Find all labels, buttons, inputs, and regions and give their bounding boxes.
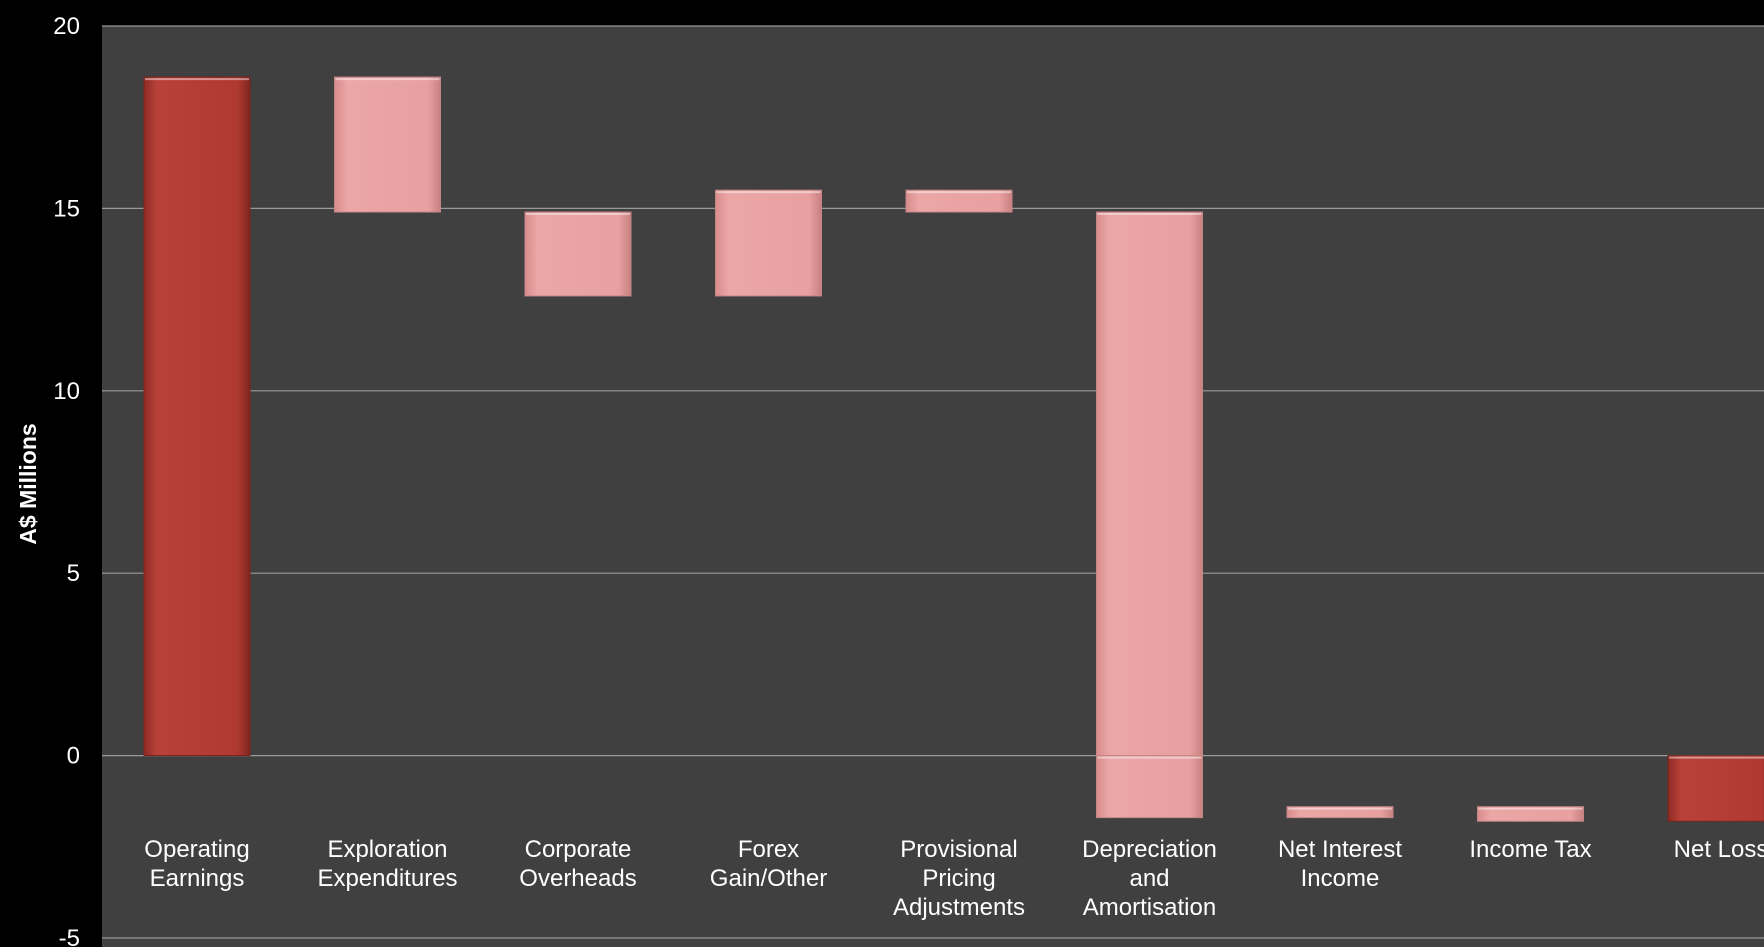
y-tick-label: 0 bbox=[67, 743, 80, 770]
x-category-label: Net Loss bbox=[1674, 836, 1764, 863]
y-tick-label: 5 bbox=[67, 560, 80, 587]
x-category-label: Provisional Pricing Adjustments bbox=[893, 836, 1025, 921]
y-tick-label: 15 bbox=[53, 195, 80, 222]
change-bar bbox=[1096, 211, 1203, 757]
y-tick-label: 10 bbox=[53, 378, 80, 405]
x-category-label: Income Tax bbox=[1469, 836, 1591, 863]
x-category-label: Corporate Overheads bbox=[519, 836, 636, 892]
x-category-label: Depreciation and Amortisation bbox=[1082, 836, 1217, 921]
x-category-label: Net Interest Income bbox=[1278, 836, 1402, 892]
change-bar bbox=[524, 211, 632, 297]
change-bar bbox=[1286, 806, 1394, 819]
total-bar bbox=[1667, 755, 1764, 822]
x-category-label: Operating Earnings bbox=[144, 836, 249, 892]
x-category-label: Exploration Expenditures bbox=[317, 836, 457, 892]
change-bar bbox=[1477, 806, 1584, 822]
x-category-label: Forex Gain/Other bbox=[710, 836, 827, 892]
change-bar bbox=[1096, 755, 1203, 819]
x-axis-labels: Operating Earnings Exploration Expenditures… bbox=[144, 836, 1764, 921]
y-axis-title: A$ Millions bbox=[15, 423, 41, 544]
change-bar bbox=[334, 76, 441, 213]
y-tick-label: -5 bbox=[59, 925, 80, 947]
change-bar bbox=[905, 189, 1013, 213]
y-tick-label: 20 bbox=[53, 13, 80, 40]
bars bbox=[143, 76, 1764, 822]
y-axis-ticks: 20 15 10 5 0 -5 bbox=[53, 13, 80, 947]
total-bar bbox=[143, 76, 251, 757]
change-bar bbox=[715, 189, 822, 297]
